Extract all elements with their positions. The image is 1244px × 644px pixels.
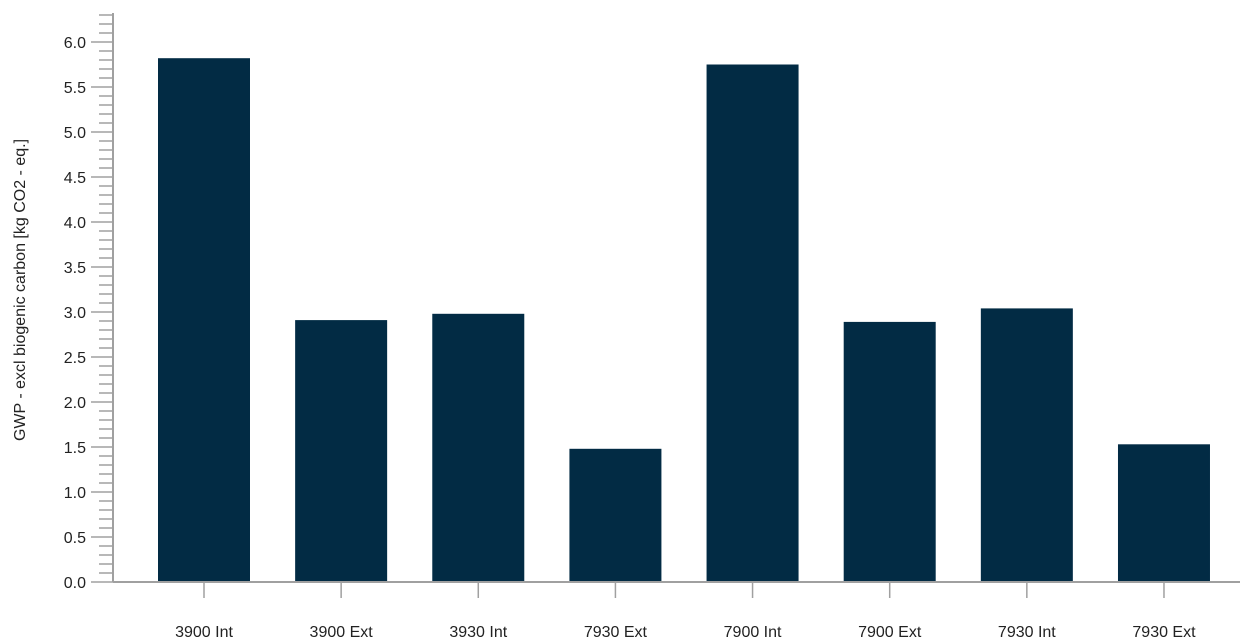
y-tick-label: 1.5 (64, 440, 86, 457)
x-tick-label: 3900 Int (175, 624, 233, 641)
x-tick-label: 3900 Ext (310, 624, 374, 641)
y-tick-label: 3.0 (64, 305, 86, 322)
bar (158, 58, 250, 582)
y-tick-label: 6.0 (64, 35, 86, 52)
x-axis-ticks: 3900 Int 3900 Ext 3930 Int 7930 Ext 7900 Int… (175, 582, 1196, 641)
y-tick-label: 1.0 (64, 485, 86, 502)
x-tick-label: 7930 Ext (584, 624, 648, 641)
x-tick-label: 7900 Ext (858, 624, 922, 641)
bar (1117, 444, 1210, 582)
y-tick-label: 4.0 (64, 215, 86, 232)
bar (432, 313, 525, 582)
y-tick-label: 0.5 (64, 530, 86, 547)
y-axis-ticks: 0.0 0.5 1.0 1.5 2.0 2.5 3.0 3.5 4.0 4.5 5.0 5.5 6.0 (64, 14, 113, 592)
y-tick-label: 2.0 (64, 395, 86, 412)
y-tick-label: 5.5 (64, 80, 86, 97)
bars-group (158, 58, 1210, 582)
bar (706, 64, 799, 582)
x-tick-label: 3930 Int (449, 624, 507, 641)
x-tick-label: 7900 Int (724, 624, 782, 641)
y-tick-label: 0.0 (64, 575, 86, 592)
y-tick-label: 5.0 (64, 125, 86, 142)
y-tick-label: 2.5 (64, 350, 86, 367)
y-tick-label: 4.5 (64, 170, 86, 187)
y-tick-label: 3.5 (64, 260, 86, 277)
bar (843, 321, 936, 582)
bar (295, 320, 388, 582)
bar (569, 448, 662, 582)
x-tick-label: 7930 Int (998, 624, 1056, 641)
bar (980, 308, 1073, 582)
x-tick-label: 7930 Ext (1132, 624, 1196, 641)
y-axis-title: GWP - excl biogenic carbon [kg CO2 - eq.… (12, 139, 29, 441)
